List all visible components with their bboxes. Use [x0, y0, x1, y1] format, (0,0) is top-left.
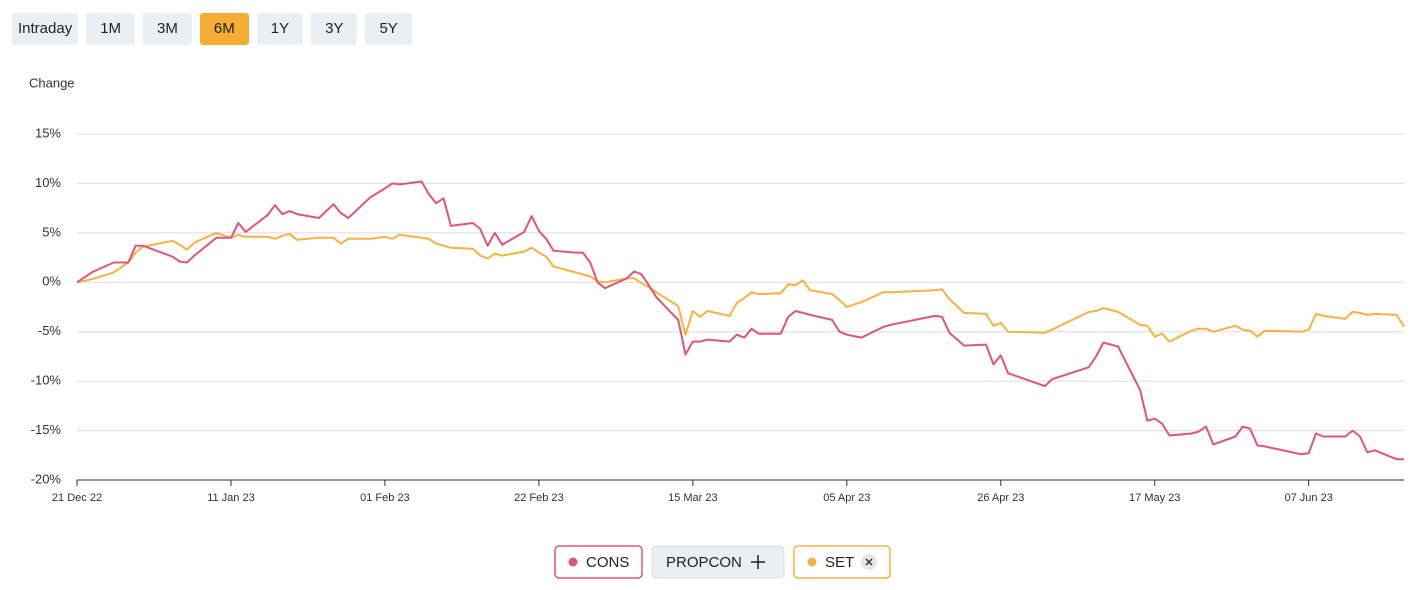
x-tick-label: 22 Feb 23: [514, 492, 564, 504]
x-tick-label: 01 Feb 23: [360, 492, 410, 504]
legend-item[interactable]: CONS: [554, 545, 643, 579]
legend-label: CONS: [586, 554, 629, 571]
y-axis-title: Change: [29, 75, 75, 90]
range-button[interactable]: 1M: [86, 13, 136, 45]
range-button[interactable]: Intraday: [12, 13, 79, 45]
compare-label: PROPCON: [666, 554, 742, 571]
legend-dot: [568, 557, 578, 567]
range-button[interactable]: 3Y: [311, 13, 358, 45]
x-tick-label: 05 Apr 23: [823, 492, 870, 504]
y-tick-label: 10%: [35, 175, 61, 190]
y-tick-label: -5%: [38, 323, 62, 338]
series-line: [76, 180, 1404, 461]
add-icon: [751, 555, 765, 569]
y-tick-label: 5%: [42, 224, 61, 239]
x-tick-label: 11 Jan 23: [207, 492, 255, 504]
legend-item[interactable]: PROPCON: [651, 545, 785, 579]
x-tick-label: 07 Jun 23: [1285, 492, 1333, 504]
legend-item[interactable]: SET: [793, 545, 891, 579]
compare-box: [651, 545, 785, 579]
range-button[interactable]: 5Y: [365, 13, 412, 45]
series-line: [76, 231, 1405, 343]
y-tick-label: -20%: [31, 471, 62, 486]
legend-box: [554, 545, 643, 579]
y-tick-label: 0%: [42, 274, 61, 289]
x-tick-label: 17 May 23: [1129, 492, 1180, 504]
y-tick-label: -10%: [31, 373, 62, 388]
x-tick-label: 15 Mar 23: [668, 492, 718, 504]
range-button[interactable]: 6M: [199, 13, 249, 45]
legend-box: [793, 545, 891, 579]
y-tick-label: -15%: [31, 422, 62, 437]
x-tick-label: 26 Apr 23: [977, 492, 1024, 504]
remove-x: [865, 558, 873, 566]
y-tick-label: 15%: [35, 125, 61, 140]
legend-label: SET: [825, 554, 854, 571]
legend-dot: [807, 557, 817, 567]
range-button[interactable]: 3M: [143, 13, 192, 45]
x-tick-label: 21 Dec 22: [52, 492, 102, 504]
range-buttons: Intraday 1M 3M 6M 1Y 3Y 5Y: [12, 13, 412, 45]
range-button[interactable]: 1Y: [256, 13, 304, 45]
